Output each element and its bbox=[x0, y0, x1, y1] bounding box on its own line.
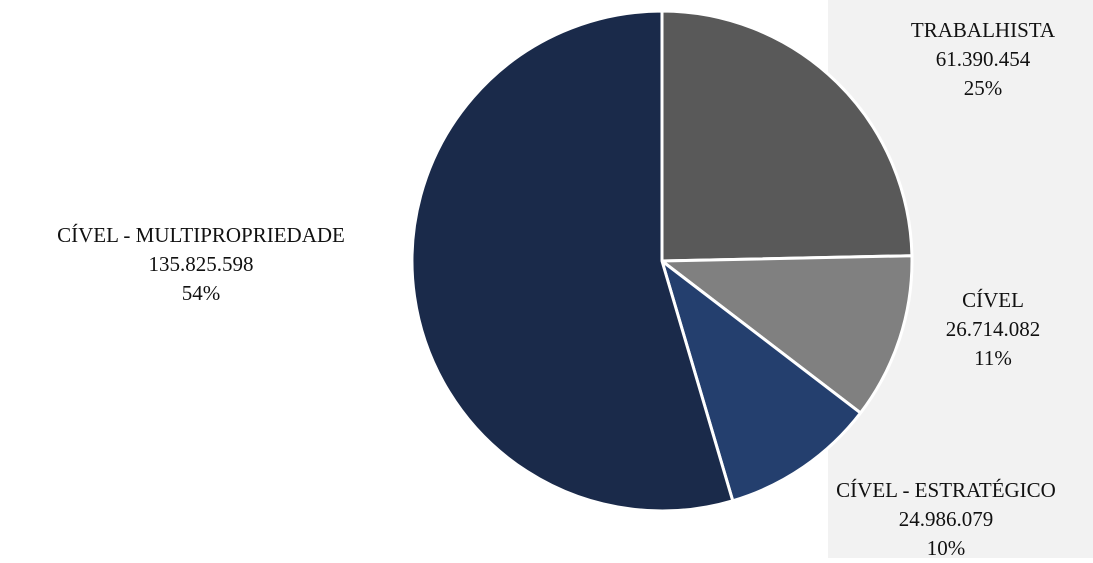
label-civel-value: 26.714.082 bbox=[945, 317, 1041, 341]
label-civel-multipropriedade-name: CÍVEL - MULTIPROPRIEDADE bbox=[57, 223, 345, 247]
label-civel-estrategico: CÍVEL - ESTRATÉGICO 24.986.079 10% bbox=[836, 476, 1056, 563]
label-trabalhista: TRABALHISTA 61.390.454 25% bbox=[911, 16, 1055, 103]
pie-slice-trabalhista bbox=[660, 9, 914, 263]
pie-slice-civel-estrategico bbox=[660, 259, 863, 503]
label-civel: CÍVEL 26.714.082 11% bbox=[946, 286, 1041, 373]
label-civel-percent: 11% bbox=[974, 346, 1012, 370]
label-civel-estrategico-percent: 10% bbox=[926, 536, 966, 560]
label-trabalhista-name: TRABALHISTA bbox=[910, 18, 1056, 42]
label-trabalhista-value: 61.390.454 bbox=[935, 47, 1031, 71]
pie-slice-civel-multipropriedade bbox=[410, 9, 735, 513]
pie-slice-civel bbox=[660, 254, 914, 415]
label-civel-estrategico-value: 24.986.079 bbox=[898, 507, 994, 531]
label-civel-multipropriedade: CÍVEL - MULTIPROPRIEDADE 135.825.598 54% bbox=[57, 221, 345, 308]
label-civel-multipropriedade-value: 135.825.598 bbox=[148, 252, 254, 276]
label-civel-name: CÍVEL bbox=[962, 288, 1024, 312]
label-trabalhista-percent: 25% bbox=[963, 76, 1003, 100]
label-civel-multipropriedade-percent: 54% bbox=[181, 281, 221, 305]
label-civel-estrategico-name: CÍVEL - ESTRATÉGICO bbox=[836, 478, 1056, 502]
